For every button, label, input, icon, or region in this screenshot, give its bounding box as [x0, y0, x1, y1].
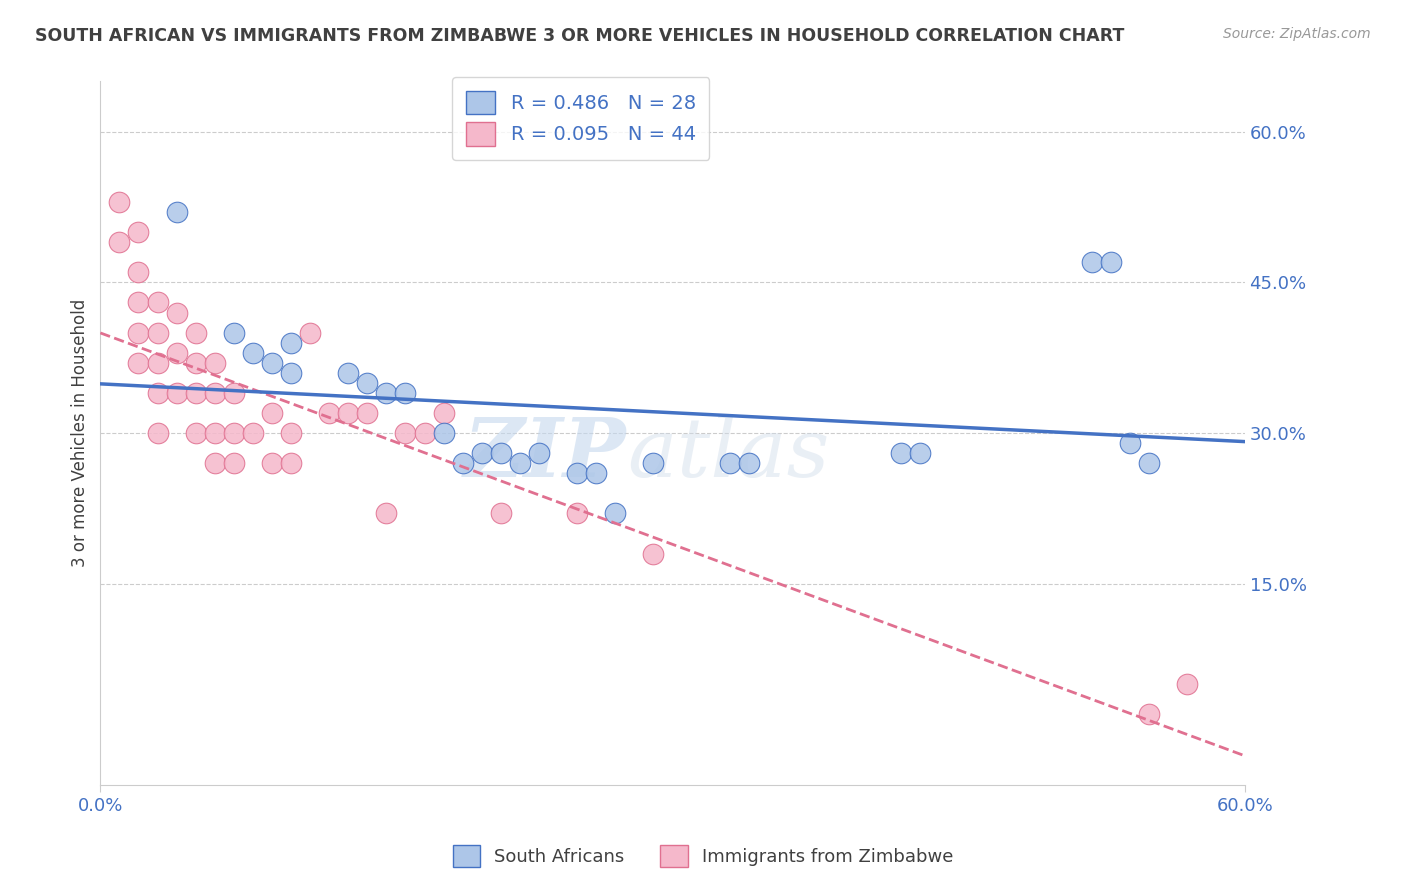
Point: [375, 507, 398, 521]
Point: [471, 446, 494, 460]
Point: [184, 426, 207, 441]
Point: [108, 235, 131, 250]
Point: [222, 426, 245, 441]
Point: [222, 385, 245, 400]
Text: ZIP: ZIP: [464, 414, 627, 494]
Point: [166, 345, 188, 359]
Legend: R = 0.486   N = 28, R = 0.095   N = 44: R = 0.486 N = 28, R = 0.095 N = 44: [453, 77, 710, 160]
Point: [356, 376, 378, 390]
Point: [204, 356, 226, 370]
Point: [128, 356, 150, 370]
Point: [146, 295, 169, 310]
Point: [260, 356, 283, 370]
Point: [1081, 255, 1104, 269]
Point: [527, 446, 550, 460]
Point: [166, 205, 188, 219]
Point: [128, 326, 150, 340]
Point: [585, 467, 607, 481]
Point: [394, 426, 416, 441]
Point: [204, 456, 226, 470]
Point: [280, 426, 302, 441]
Point: [166, 305, 188, 319]
Point: [394, 385, 416, 400]
Point: [184, 326, 207, 340]
Point: [128, 265, 150, 279]
Point: [146, 426, 169, 441]
Point: [910, 446, 932, 460]
Point: [146, 356, 169, 370]
Point: [337, 366, 360, 380]
Point: [451, 456, 474, 470]
Point: [166, 385, 188, 400]
Point: [146, 385, 169, 400]
Text: SOUTH AFRICAN VS IMMIGRANTS FROM ZIMBABWE 3 OR MORE VEHICLES IN HOUSEHOLD CORREL: SOUTH AFRICAN VS IMMIGRANTS FROM ZIMBABW…: [35, 27, 1125, 45]
Point: [242, 345, 264, 359]
Point: [1137, 456, 1160, 470]
Point: [242, 426, 264, 441]
Point: [128, 225, 150, 239]
Legend: South Africans, Immigrants from Zimbabwe: South Africans, Immigrants from Zimbabwe: [446, 838, 960, 874]
Point: [643, 456, 665, 470]
Point: [337, 406, 360, 420]
Text: Source: ZipAtlas.com: Source: ZipAtlas.com: [1223, 27, 1371, 41]
Point: [204, 426, 226, 441]
Point: [1137, 707, 1160, 722]
Point: [738, 456, 761, 470]
Point: [565, 467, 588, 481]
Point: [318, 406, 340, 420]
Point: [1177, 677, 1199, 691]
Text: atlas: atlas: [627, 414, 830, 494]
Point: [509, 456, 531, 470]
Point: [718, 456, 741, 470]
Point: [565, 507, 588, 521]
Point: [489, 446, 512, 460]
Point: [643, 547, 665, 561]
Point: [128, 295, 150, 310]
Point: [184, 385, 207, 400]
Point: [222, 326, 245, 340]
Point: [280, 335, 302, 350]
Point: [375, 385, 398, 400]
Point: [204, 385, 226, 400]
Point: [146, 326, 169, 340]
Point: [280, 456, 302, 470]
Point: [890, 446, 912, 460]
Point: [260, 406, 283, 420]
Point: [433, 406, 456, 420]
Point: [1099, 255, 1122, 269]
Point: [280, 366, 302, 380]
Point: [299, 326, 322, 340]
Point: [222, 456, 245, 470]
Point: [108, 194, 131, 209]
Point: [356, 406, 378, 420]
Point: [605, 507, 627, 521]
Point: [184, 356, 207, 370]
Point: [260, 456, 283, 470]
Point: [489, 507, 512, 521]
Point: [1119, 436, 1142, 450]
Point: [433, 426, 456, 441]
Point: [413, 426, 436, 441]
Y-axis label: 3 or more Vehicles in Household: 3 or more Vehicles in Household: [72, 299, 89, 567]
